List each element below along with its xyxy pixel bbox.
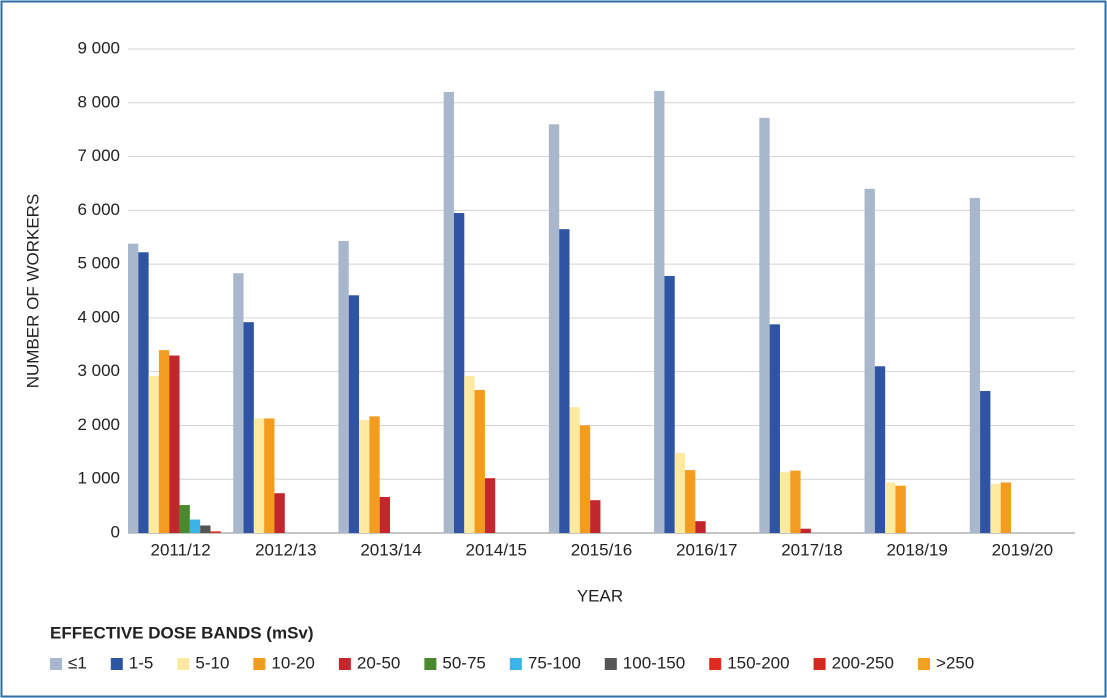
legend-label: 5-10: [195, 653, 229, 672]
y-tick-label: 9 000: [77, 38, 120, 57]
legend-swatch: [110, 658, 123, 670]
bar: [769, 324, 780, 533]
y-axis-label: NUMBER OF WORKERS: [23, 194, 42, 389]
legend-label: 10-20: [271, 653, 314, 672]
bar: [790, 470, 801, 533]
bar: [559, 229, 570, 533]
bar: [138, 252, 149, 533]
bar: [379, 496, 391, 533]
bar: [210, 531, 221, 533]
bar: [664, 275, 675, 533]
x-tick-label: 2019/20: [992, 540, 1053, 559]
y-tick-label: 2 000: [77, 415, 120, 434]
bar: [980, 391, 991, 533]
legend-title: EFFECTIVE DOSE BANDS (mSv): [50, 623, 314, 642]
bar: [189, 519, 201, 533]
legend-label: 20-50: [357, 653, 400, 672]
bar: [990, 484, 1001, 533]
bar: [1000, 482, 1012, 533]
bar: [759, 117, 770, 533]
bar: [674, 452, 686, 533]
bar: [779, 472, 791, 533]
bar: [895, 485, 906, 533]
y-tick-label: 0: [111, 522, 120, 541]
y-tick-label: 4 000: [77, 307, 120, 326]
bar: [253, 418, 265, 533]
bar: [654, 90, 665, 534]
bar: [348, 295, 360, 533]
y-tick-label: 1 000: [77, 469, 120, 488]
bar: [338, 240, 349, 533]
legend-label: >250: [936, 653, 974, 672]
bar: [685, 470, 696, 533]
y-tick-label: 8 000: [77, 92, 120, 111]
bar: [579, 425, 591, 533]
bar: [369, 416, 380, 533]
y-tick-label: 5 000: [77, 254, 120, 273]
legend-swatch: [50, 658, 62, 670]
bar: [800, 528, 811, 533]
bar: [243, 322, 254, 533]
x-tick-label: 2012/13: [255, 540, 316, 559]
x-tick-label: 2016/17: [676, 540, 737, 559]
bar: [464, 375, 475, 533]
bar: [885, 482, 896, 533]
x-tick-label: 2013/14: [360, 540, 421, 559]
y-tick-label: 3 000: [77, 361, 120, 380]
bar: [128, 243, 139, 534]
bar: [590, 500, 601, 533]
legend-label: 75-100: [528, 653, 581, 672]
bar: [359, 420, 370, 533]
bar: [169, 355, 180, 533]
bar: [569, 407, 580, 533]
y-tick-label: 6 000: [77, 200, 120, 219]
legend-label: 150-200: [727, 653, 789, 672]
bar: [874, 366, 886, 533]
y-tick-label: 7 000: [77, 146, 120, 165]
legend-swatch: [253, 658, 266, 670]
bar: [548, 124, 560, 534]
bar: [474, 389, 485, 533]
legend-swatch: [604, 658, 617, 670]
x-tick-label: 2017/18: [781, 540, 842, 559]
legend-swatch: [509, 658, 522, 670]
legend-swatch: [424, 658, 437, 670]
bar: [148, 375, 159, 533]
legend-label: 100-150: [623, 653, 685, 672]
bar: [200, 525, 211, 533]
x-tick-label: 2015/16: [571, 540, 632, 559]
legend-swatch: [177, 658, 190, 670]
bar: [969, 197, 981, 533]
x-tick-label: 2014/15: [466, 540, 527, 559]
x-tick-label: 2018/19: [886, 540, 947, 559]
bar: [179, 505, 190, 533]
legend-swatch: [813, 658, 826, 670]
legend-label: 200-250: [832, 653, 894, 672]
legend-swatch: [338, 658, 351, 670]
bar: [484, 478, 496, 533]
bar: [158, 350, 170, 533]
legend-swatch: [917, 658, 930, 670]
x-axis-label: YEAR: [577, 586, 623, 605]
bar: [443, 92, 454, 534]
legend-label: 50-75: [442, 653, 485, 672]
bar: [453, 213, 465, 533]
bar: [274, 493, 285, 533]
bar: [695, 521, 706, 533]
bar: [264, 418, 275, 533]
legend-label: ≤1: [68, 653, 87, 672]
legend-label: 1-5: [129, 653, 154, 672]
legend-swatch: [709, 658, 722, 670]
bar: [864, 188, 875, 534]
x-tick-label: 2011/12: [151, 540, 211, 559]
bar: [233, 273, 244, 533]
